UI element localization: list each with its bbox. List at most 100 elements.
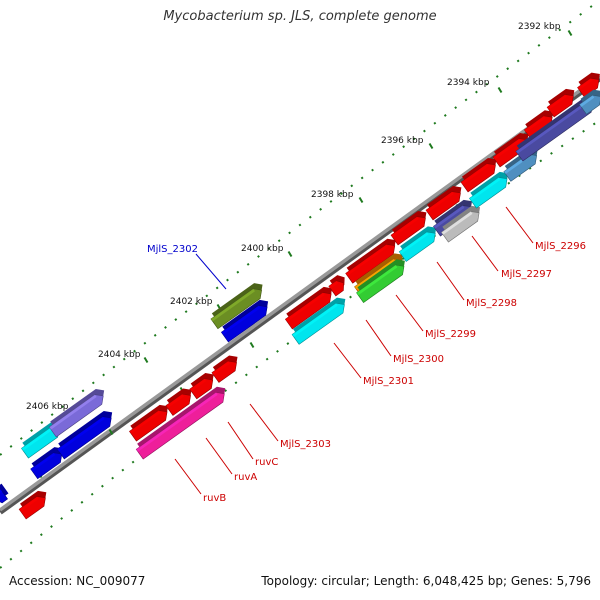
kbp-label-2406: 2406 kbp (26, 402, 69, 412)
kbp-label-2396: 2396 kbp (381, 136, 424, 146)
gene-feature-body-29 (546, 94, 574, 118)
gene-feature-9 (211, 355, 238, 383)
gene-feature-body-4 (30, 452, 63, 480)
gene-feature-shine-6 (129, 410, 161, 434)
gene-label-ruva[interactable]: ruvA (234, 472, 257, 483)
gene-feature-body-12 (220, 305, 268, 343)
gene-feature-shine-30 (515, 102, 586, 154)
gene-feature-4 (30, 447, 63, 480)
kbp-label-2400: 2400 kbp (241, 244, 284, 254)
gene-feature-top-0 (0, 483, 9, 498)
gene-feature-body-18 (356, 264, 405, 303)
scale-ticks (37, 29, 573, 479)
gene-feature-11 (210, 283, 263, 330)
gene-feature-shine-23 (441, 211, 473, 235)
gene-feature-5 (56, 411, 113, 460)
label-leader-10 (174, 458, 202, 495)
gene-feature-13 (284, 286, 333, 330)
label-leader-9 (205, 437, 233, 475)
label-leader-0 (195, 253, 227, 290)
label-leader-8 (227, 421, 254, 460)
scale-tick-3 (358, 196, 364, 204)
gene-features (0, 72, 600, 520)
gene-feature-body-1 (18, 496, 46, 520)
gene-feature-shine-29 (547, 94, 567, 110)
gene-label-mjls-2298[interactable]: MjlS_2298 (466, 298, 517, 309)
gene-feature-shine-31 (577, 78, 593, 90)
gene-feature-body-24 (460, 163, 496, 193)
gene-feature-body-0 (0, 488, 8, 504)
gene-feature-16 (345, 238, 396, 284)
scale-tick-12 (249, 341, 255, 349)
label-leader-4 (395, 294, 424, 332)
gene-feature-shine-3 (49, 394, 97, 430)
gene-label-mjls-2296[interactable]: MjlS_2296 (535, 241, 586, 252)
gene-feature-shine-25 (469, 177, 501, 201)
gene-feature-shine-10 (136, 392, 218, 452)
gene-feature-shine-21 (426, 191, 454, 213)
gene-label-mjls-2301[interactable]: MjlS_2301 (363, 376, 414, 387)
gene-feature-shine-1 (19, 496, 39, 512)
gene-feature-10 (135, 386, 226, 460)
genome-summary-text: Topology: circular; Length: 6,048,425 bp… (261, 574, 591, 588)
label-leader-6 (333, 342, 362, 379)
gene-feature-shine-5 (57, 416, 105, 452)
gene-feature-18 (356, 259, 405, 303)
kbp-label-2402: 2402 kbp (170, 297, 213, 307)
gene-feature-8 (189, 373, 214, 400)
kbp-label-2404: 2404 kbp (98, 350, 141, 360)
gene-feature-shine-28 (524, 115, 546, 133)
gene-feature-shine-0 (0, 489, 3, 496)
gene-feature-shine-7 (165, 394, 184, 409)
gene-label-ruvb[interactable]: ruvB (203, 493, 226, 504)
gene-feature-29 (546, 88, 575, 118)
scale-tick-0 (567, 29, 573, 37)
scale-tick-6 (143, 356, 149, 364)
gene-label-mjls-2297[interactable]: MjlS_2297 (501, 269, 552, 280)
gene-label-mjls-2300[interactable]: MjlS_2300 (393, 354, 444, 365)
gene-feature-shine-24 (461, 163, 489, 185)
gene-label-mjls-2303[interactable]: MjlS_2303 (280, 439, 331, 450)
gene-feature-shine-17 (354, 258, 396, 290)
gene-feature-body-21 (425, 191, 461, 221)
gene-feature-shine-11 (210, 288, 255, 322)
gene-feature-body-20 (398, 231, 436, 262)
gene-label-mjls-2299[interactable]: MjlS_2299 (425, 329, 476, 340)
gene-feature-20 (398, 226, 437, 262)
gene-feature-7 (165, 388, 192, 416)
gene-feature-15 (291, 297, 346, 345)
gene-feature-body-25 (469, 177, 508, 209)
gene-feature-23 (441, 205, 481, 243)
label-leaders (174, 206, 534, 495)
gene-feature-25 (469, 171, 509, 209)
label-leader-3 (436, 261, 465, 301)
kbp-label-2392: 2392 kbp (518, 22, 561, 32)
kbp-label-2394: 2394 kbp (447, 78, 490, 88)
scale-tick-2 (428, 142, 434, 150)
gene-feature-shine-14 (328, 280, 339, 289)
gene-feature-shine-22 (433, 205, 465, 229)
gene-label-mjls-2302[interactable]: MjlS_2302 (147, 244, 198, 255)
gene-feature-14 (328, 275, 345, 297)
gene-feature-shine-19 (391, 216, 419, 238)
gene-feature-24 (460, 157, 497, 193)
gene-feature-body-11 (210, 288, 262, 330)
gene-feature-3 (48, 389, 105, 438)
scale-tick-1 (497, 86, 503, 94)
gene-feature-shine-26 (493, 138, 521, 160)
gene-feature-shine-16 (345, 244, 389, 276)
gene-feature-shine-20 (399, 231, 429, 255)
label-leader-1 (505, 206, 534, 244)
gene-feature-6 (129, 404, 169, 442)
gene-feature-shine-15 (292, 303, 338, 337)
gene-label-ruvc[interactable]: ruvC (255, 457, 278, 468)
gene-feature-1 (18, 490, 47, 520)
gene-feature-shine-32 (579, 95, 595, 107)
label-leader-7 (249, 403, 279, 442)
gene-feature-19 (390, 210, 427, 246)
gene-feature-shine-12 (221, 305, 261, 335)
gene-feature-0 (0, 483, 9, 504)
gene-feature-shine-4 (30, 452, 56, 472)
gene-feature-31 (577, 72, 600, 98)
